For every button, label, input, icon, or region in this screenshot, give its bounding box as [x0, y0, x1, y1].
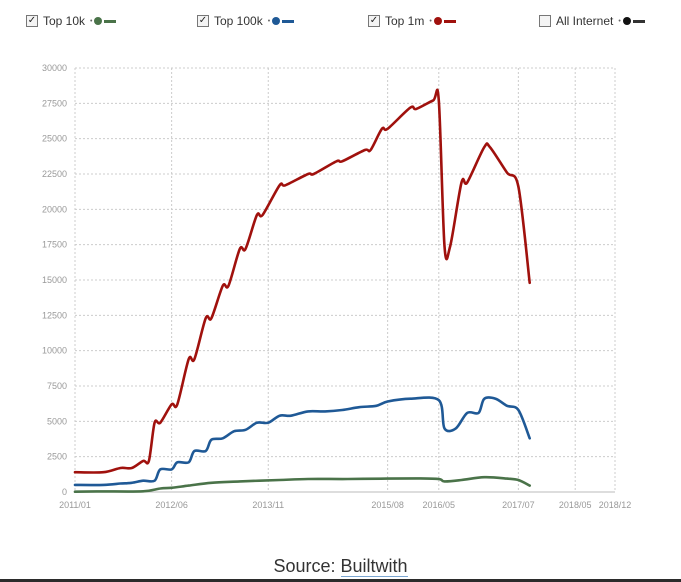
y-tick-label-25000: 25000	[42, 134, 67, 144]
y-tick-label-27500: 27500	[42, 98, 67, 108]
y-tick-label-12500: 12500	[42, 310, 67, 320]
legend-marker-top-10k: •	[90, 17, 117, 25]
x-tick-label-2015-08: 2015/08	[371, 500, 404, 510]
series-line-top-10k	[73, 475, 531, 493]
series-line-top-100k	[73, 396, 531, 487]
legend-marker-top-100k: •	[268, 17, 295, 25]
source-caption: Source: Builtwith	[0, 556, 681, 577]
legend: ✓ Top 10k • ✓ Top 100k • ✓ Top 1m • All …	[0, 12, 681, 32]
y-tick-label-30000: 30000	[42, 63, 67, 73]
y-tick-label-15000: 15000	[42, 275, 67, 285]
y-tick-label-17500: 17500	[42, 240, 67, 250]
checkbox-top-10k[interactable]: ✓	[26, 15, 38, 27]
legend-label-all-internet: All Internet	[556, 14, 614, 28]
y-tick-label-22500: 22500	[42, 169, 67, 179]
x-tick-label-2012-06: 2012/06	[155, 500, 188, 510]
y-tick-label-2500: 2500	[47, 452, 67, 462]
bottom-bar	[0, 579, 681, 582]
legend-label-top-1m: Top 1m	[385, 14, 425, 28]
legend-item-top-1m[interactable]: ✓ Top 1m •	[368, 12, 456, 30]
x-tick-label-2017-07: 2017/07	[502, 500, 535, 510]
legend-label-top-100k: Top 100k	[214, 14, 263, 28]
x-tick-label-2018-12: 2018/12	[599, 500, 632, 510]
y-tick-label-20000: 20000	[42, 204, 67, 214]
checkbox-top-100k[interactable]: ✓	[197, 15, 209, 27]
y-tick-label-0: 0	[62, 487, 67, 497]
checkbox-all-internet[interactable]	[539, 15, 551, 27]
line-chart: 0 2500 5000 7500 10000 12500 15000 17500 20000 22…	[42, 63, 632, 510]
y-tick-label-10000: 10000	[42, 346, 67, 356]
series-line-top-1m	[73, 88, 531, 474]
y-tick-label-5000: 5000	[47, 416, 67, 426]
legend-marker-top-1m: •	[429, 17, 456, 25]
legend-item-top-10k[interactable]: ✓ Top 10k •	[26, 12, 117, 30]
x-tick-label-2018-05: 2018/05	[559, 500, 592, 510]
legend-marker-all-internet: •	[618, 17, 645, 25]
x-tick-label-2016-05: 2016/05	[423, 500, 456, 510]
legend-item-top-100k[interactable]: ✓ Top 100k •	[197, 12, 295, 30]
x-tick-label-2013-11: 2013/11	[252, 500, 284, 510]
source-link[interactable]: Builtwith	[340, 556, 408, 577]
checkbox-top-1m[interactable]: ✓	[368, 15, 380, 27]
x-tick-label-2011-01: 2011/01	[59, 500, 91, 510]
legend-item-all-internet[interactable]: All Internet •	[539, 12, 645, 30]
y-tick-label-7500: 7500	[47, 381, 67, 391]
source-prefix: Source:	[273, 556, 336, 576]
legend-label-top-10k: Top 10k	[43, 14, 86, 28]
